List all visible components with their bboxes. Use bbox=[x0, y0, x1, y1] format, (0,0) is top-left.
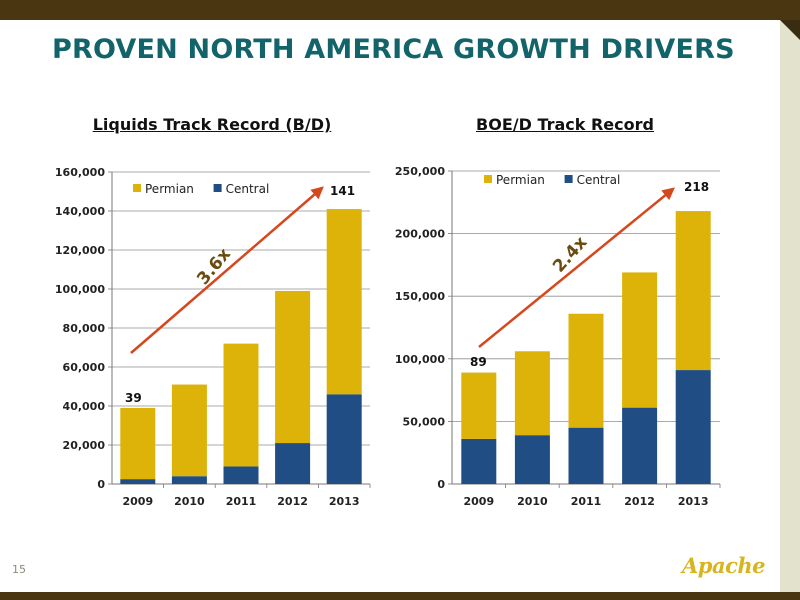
bottom-banner bbox=[0, 592, 800, 600]
y-tick-label: 0 bbox=[437, 478, 445, 491]
x-tick-label: 2012 bbox=[624, 495, 655, 508]
bar-central bbox=[275, 443, 311, 484]
bar-permian bbox=[120, 407, 156, 480]
x-tick-label: 2011 bbox=[571, 495, 602, 508]
bar-permian bbox=[326, 209, 362, 395]
x-tick-label: 2009 bbox=[122, 495, 153, 508]
y-tick-label: 60,000 bbox=[63, 361, 106, 374]
legend-label-permian: Permian bbox=[496, 173, 545, 187]
y-tick-label: 250,000 bbox=[395, 165, 445, 178]
bar-central bbox=[120, 479, 156, 484]
end-value-label: 218 bbox=[684, 180, 709, 194]
x-tick-label: 2010 bbox=[517, 495, 548, 508]
y-tick-label: 100,000 bbox=[395, 353, 445, 366]
legend-swatch-permian bbox=[484, 175, 492, 183]
bar-central bbox=[461, 438, 497, 484]
legend-label-central: Central bbox=[577, 173, 621, 187]
growth-multiplier-label: 2.4x bbox=[549, 233, 591, 277]
legend-swatch-permian bbox=[133, 184, 141, 192]
x-tick-label: 2012 bbox=[277, 495, 308, 508]
page-number: 15 bbox=[12, 563, 26, 576]
bar-permian bbox=[171, 384, 207, 477]
legend-swatch-central bbox=[213, 184, 222, 192]
x-tick-label: 2010 bbox=[174, 495, 205, 508]
bar-permian bbox=[568, 313, 604, 428]
bar-central bbox=[223, 466, 259, 484]
x-tick-label: 2013 bbox=[678, 495, 709, 508]
growth-arrow bbox=[130, 186, 324, 354]
y-tick-label: 200,000 bbox=[395, 228, 445, 241]
legend-label-permian: Permian bbox=[145, 182, 194, 196]
bar-permian bbox=[275, 290, 311, 444]
bar-central bbox=[568, 427, 604, 484]
top-banner bbox=[0, 0, 800, 20]
bar-permian bbox=[223, 343, 259, 467]
y-tick-label: 140,000 bbox=[55, 205, 105, 218]
bar-central bbox=[622, 407, 658, 484]
bar-permian bbox=[514, 351, 550, 436]
y-tick-label: 150,000 bbox=[395, 290, 445, 303]
legend-label-central: Central bbox=[226, 182, 270, 196]
start-value-label: 89 bbox=[470, 355, 487, 369]
start-value-label: 39 bbox=[125, 391, 142, 405]
y-tick-label: 50,000 bbox=[403, 415, 446, 428]
y-tick-label: 40,000 bbox=[63, 400, 106, 413]
bar-central bbox=[675, 370, 711, 484]
slide-title: PROVEN NORTH AMERICA GROWTH DRIVERS bbox=[52, 34, 735, 65]
x-tick-label: 2009 bbox=[463, 495, 494, 508]
bar-central bbox=[326, 394, 362, 484]
boe-chart-title: BOE/D Track Record bbox=[476, 115, 654, 134]
corner-decoration bbox=[780, 20, 800, 40]
y-tick-label: 100,000 bbox=[55, 283, 105, 296]
growth-arrow bbox=[478, 187, 675, 348]
x-tick-label: 2011 bbox=[226, 495, 257, 508]
y-tick-label: 120,000 bbox=[55, 244, 105, 257]
apache-logo: Apache bbox=[682, 553, 766, 578]
bar-central bbox=[514, 435, 550, 484]
bar-permian bbox=[622, 272, 658, 408]
y-tick-label: 160,000 bbox=[55, 166, 105, 179]
y-tick-label: 80,000 bbox=[63, 322, 106, 335]
end-value-label: 141 bbox=[330, 184, 355, 198]
liquids-chart-title: Liquids Track Record (B/D) bbox=[92, 115, 332, 134]
y-tick-label: 20,000 bbox=[63, 439, 106, 452]
bar-permian bbox=[461, 372, 497, 439]
x-tick-label: 2013 bbox=[329, 495, 360, 508]
right-decorative-band bbox=[780, 20, 800, 592]
bar-central bbox=[171, 476, 207, 484]
y-tick-label: 0 bbox=[97, 478, 105, 491]
bar-permian bbox=[675, 211, 711, 371]
legend-swatch-central bbox=[564, 175, 573, 183]
